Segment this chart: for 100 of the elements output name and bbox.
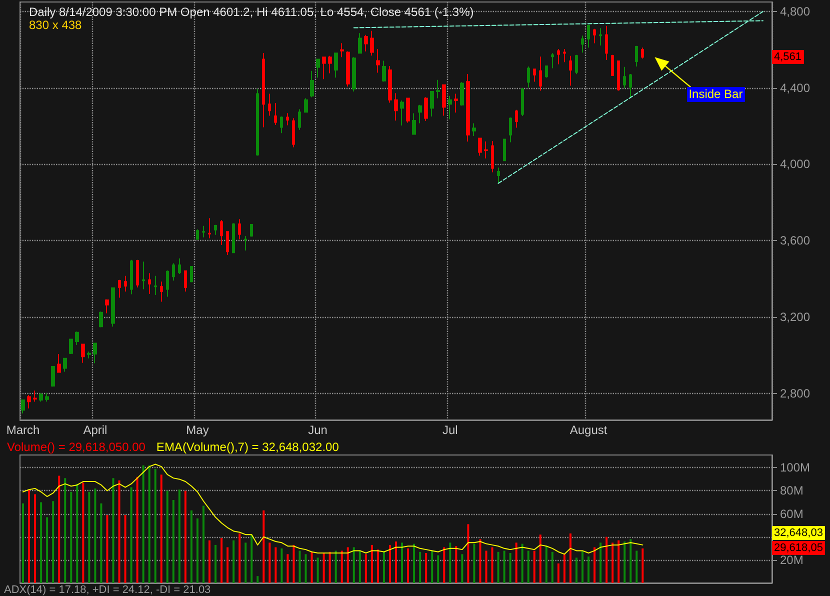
- candlestick: [154, 275, 157, 296]
- candlestick: [394, 92, 398, 122]
- candlestick: [388, 65, 392, 104]
- candlestick: [533, 68, 536, 82]
- bar: [461, 554, 464, 583]
- bar: [112, 478, 114, 583]
- candlestick: [280, 116, 283, 134]
- bar: [401, 542, 404, 583]
- bar: [286, 554, 289, 583]
- bar: [455, 546, 458, 583]
- candlestick: [545, 65, 548, 78]
- candlestick: [593, 28, 596, 44]
- y-tick-label: 4,000: [780, 157, 810, 172]
- bar: [358, 550, 361, 583]
- candlestick: [352, 56, 356, 92]
- candlestick: [436, 79, 440, 99]
- bar: [34, 494, 36, 583]
- annotation: Inside Bar: [686, 87, 745, 102]
- bar: [298, 550, 301, 583]
- bar: [172, 500, 174, 583]
- bar: [636, 550, 638, 583]
- text: 29,618,05: [772, 541, 825, 556]
- bar: [262, 510, 265, 583]
- candlestick: [160, 281, 163, 302]
- candlestick: [497, 167, 500, 184]
- candlestick: [124, 275, 127, 292]
- bar: [575, 558, 578, 583]
- candlestick: [136, 259, 139, 288]
- candlestick: [358, 32, 362, 54]
- bar: [100, 503, 102, 583]
- bar: [407, 548, 410, 583]
- annotation: 4,561: [772, 50, 804, 64]
- bar: [340, 550, 343, 583]
- candlestick: [148, 272, 151, 295]
- x-tick-label: Jul: [442, 423, 458, 437]
- candlestick: [268, 93, 271, 116]
- bar: [334, 550, 337, 583]
- bar: [160, 474, 162, 583]
- candlestick: [184, 270, 187, 292]
- bar: [509, 553, 512, 583]
- candlestick: [232, 222, 235, 254]
- bar: [238, 533, 241, 583]
- candlestick: [118, 279, 121, 298]
- bar: [376, 550, 379, 583]
- bar: [588, 556, 590, 583]
- candlestick: [142, 261, 145, 290]
- candlestick: [27, 394, 31, 409]
- candlestick: [45, 392, 49, 402]
- y-tick-label: 4,800: [780, 4, 810, 19]
- bar: [136, 476, 138, 583]
- bar: [503, 550, 506, 583]
- candlestick: [587, 24, 590, 48]
- bar: [274, 547, 277, 583]
- candlestick: [93, 342, 97, 364]
- bar: [388, 544, 391, 583]
- x-tick-label: March: [6, 423, 40, 437]
- bar: [557, 563, 560, 583]
- bar: [244, 542, 247, 583]
- candlestick: [172, 262, 175, 282]
- candlestick: [63, 358, 67, 372]
- candlestick: [569, 55, 572, 86]
- bar: [479, 539, 482, 583]
- text: ADX(14) = 17.18, +DI = 24.12, -DI = 21.03: [4, 584, 211, 596]
- bar: [569, 533, 572, 583]
- candlestick: [635, 45, 638, 68]
- bar: [190, 510, 192, 583]
- candlestick: [69, 338, 73, 354]
- text: 830 x 438: [29, 18, 82, 32]
- candlestick: [406, 98, 410, 124]
- candlestick: [196, 228, 199, 240]
- candlestick: [472, 122, 476, 136]
- bar: [202, 506, 204, 583]
- bar: [612, 542, 614, 583]
- bar: [370, 544, 373, 583]
- bar: [382, 552, 385, 583]
- bar: [106, 514, 108, 583]
- bar: [521, 544, 524, 583]
- candlestick: [166, 270, 169, 298]
- candlestick: [478, 138, 482, 156]
- bar: [497, 552, 500, 583]
- candlestick: [220, 219, 223, 246]
- bar: [142, 465, 144, 583]
- chart-title: Daily 8/14/2009 3:30:00 PM Open 4601.2, Hi 4611.05, Lo 4554, Close 4561 (-1.3%): [29, 5, 474, 19]
- bar: [419, 552, 422, 583]
- candlestick: [521, 88, 524, 116]
- bar: [413, 544, 416, 583]
- candlestick: [605, 25, 608, 60]
- candlestick: [599, 28, 602, 46]
- bar: [425, 553, 428, 583]
- candlestick: [250, 223, 253, 238]
- candlestick: [310, 70, 314, 98]
- y-tick-label: 20M: [780, 552, 804, 567]
- candlestick: [238, 218, 241, 240]
- candlestick: [370, 30, 374, 56]
- bar: [533, 550, 536, 583]
- candlestick: [382, 60, 386, 82]
- candlestick: [256, 88, 259, 156]
- candlestick: [515, 109, 518, 128]
- bar: [346, 547, 349, 583]
- candlestick: [623, 66, 626, 89]
